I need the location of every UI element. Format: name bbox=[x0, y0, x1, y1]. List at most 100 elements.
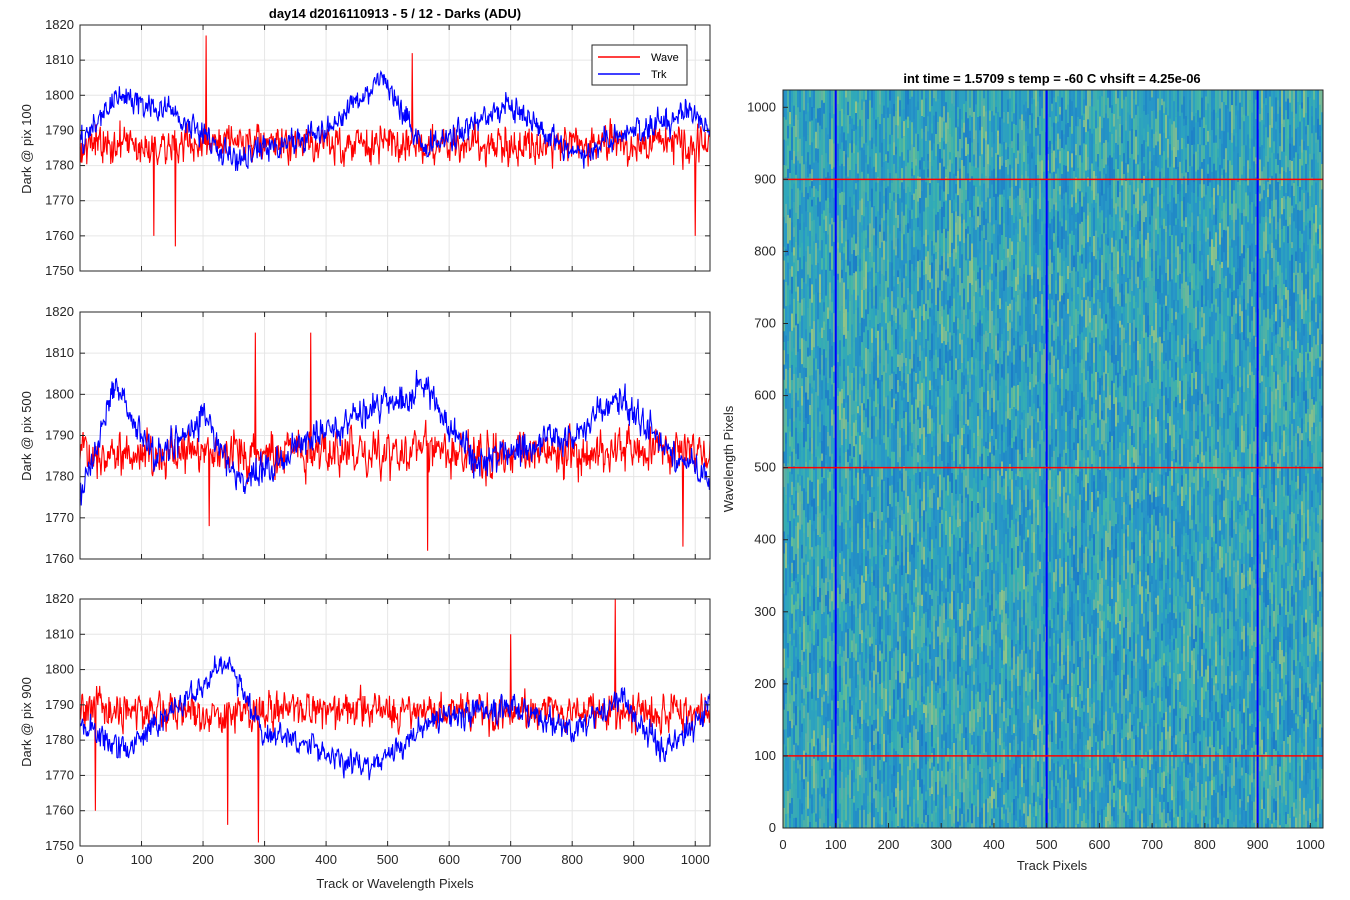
heatmap-cell bbox=[789, 173, 791, 181]
heatmap-cell bbox=[867, 681, 869, 693]
heatmap-cell bbox=[791, 679, 793, 696]
heatmap-cell bbox=[903, 341, 905, 363]
heatmap-cell bbox=[973, 815, 975, 828]
heatmap-cell bbox=[997, 762, 999, 784]
heatmap-cell bbox=[909, 532, 911, 562]
heatmap-cell bbox=[893, 556, 895, 584]
heatmap-cell bbox=[913, 254, 915, 272]
heatmap-cell bbox=[931, 605, 933, 632]
heatmap-cell bbox=[935, 657, 937, 683]
heatmap-cell bbox=[935, 445, 937, 468]
heatmap-cell bbox=[977, 513, 979, 531]
heatmap-cell bbox=[993, 308, 995, 326]
heatmap-cell bbox=[949, 806, 951, 815]
heatmap-cell bbox=[967, 302, 969, 320]
heatmap-cell bbox=[961, 495, 963, 504]
heatmap-cell bbox=[855, 113, 857, 130]
heatmap-cell bbox=[957, 512, 959, 528]
heatmap-cell bbox=[789, 703, 791, 721]
heatmap-cell bbox=[1009, 322, 1011, 330]
heatmap-cell bbox=[961, 427, 963, 446]
heatmap-cell bbox=[921, 824, 923, 828]
heatmap-cell bbox=[899, 515, 901, 537]
heatmap-cell bbox=[933, 422, 935, 437]
heatmap-cell bbox=[933, 447, 935, 456]
heatmap-cell bbox=[807, 691, 809, 699]
heatmap-cell bbox=[845, 338, 847, 367]
heatmap-cell bbox=[889, 375, 891, 392]
heatmap-cell bbox=[783, 308, 785, 332]
heatmap-cell bbox=[901, 152, 903, 169]
heatmap-cell bbox=[865, 99, 867, 123]
heatmap-cell bbox=[845, 97, 847, 127]
heatmap-cell bbox=[813, 456, 815, 464]
heatmap-cell bbox=[817, 817, 819, 828]
heatmap-cell bbox=[859, 90, 861, 120]
heatmap-cell bbox=[893, 765, 895, 777]
heatmap-cell bbox=[941, 777, 943, 788]
heatmap-cell bbox=[965, 260, 967, 288]
heatmap-cell bbox=[957, 620, 959, 646]
heatmap-cell bbox=[951, 459, 953, 474]
heatmap-cell bbox=[919, 130, 921, 142]
heatmap-cell bbox=[891, 356, 893, 374]
heatmap-cell bbox=[1011, 470, 1013, 480]
heatmap-cell bbox=[849, 470, 851, 487]
heatmap-cell bbox=[849, 462, 851, 471]
heatmap-cell bbox=[801, 504, 803, 525]
heatmap-cell bbox=[897, 270, 899, 278]
heatmap-cell bbox=[991, 243, 993, 255]
heatmap-cell bbox=[791, 380, 793, 390]
heatmap-cell bbox=[977, 675, 979, 692]
heatmap-cell bbox=[855, 129, 857, 146]
heatmap-cell bbox=[811, 284, 813, 303]
heatmap-cell bbox=[973, 709, 975, 732]
heatmap-cell bbox=[815, 457, 817, 481]
heatmap-cell bbox=[883, 162, 885, 181]
heatmap-cell bbox=[851, 180, 853, 208]
heatmap-cell bbox=[841, 522, 843, 552]
heatmap-cell bbox=[833, 488, 835, 503]
heatmap-cell bbox=[823, 102, 825, 114]
heatmap-cell bbox=[833, 365, 835, 372]
heatmap-cell bbox=[819, 442, 821, 459]
heatmap-cell bbox=[993, 690, 995, 712]
heatmap-cell bbox=[995, 439, 997, 451]
heatmap-cell bbox=[823, 778, 825, 799]
heatmap-cell bbox=[861, 360, 863, 371]
heatmap-cell bbox=[941, 385, 943, 415]
heatmap-cell bbox=[863, 512, 865, 519]
heatmap-cell bbox=[819, 602, 821, 630]
heatmap-cell bbox=[811, 409, 813, 438]
heatmap-cell bbox=[871, 612, 873, 637]
heatmap-cell bbox=[789, 680, 791, 692]
heatmap-cell bbox=[913, 580, 915, 603]
heatmap-cell bbox=[927, 713, 929, 723]
heatmap-cell bbox=[839, 430, 841, 448]
heatmap-cell bbox=[871, 643, 873, 655]
heatmap-cell bbox=[1007, 123, 1009, 148]
heatmap-cell bbox=[797, 574, 799, 583]
heatmap-cell bbox=[881, 467, 883, 480]
heatmap-cell bbox=[939, 323, 941, 335]
heatmap-cell bbox=[993, 390, 995, 413]
heatmap-cell bbox=[857, 295, 859, 308]
heatmap-cell bbox=[999, 745, 1001, 755]
heatmap-cell bbox=[783, 709, 785, 730]
heatmap-cell bbox=[987, 144, 989, 165]
heatmap-cell bbox=[851, 640, 853, 653]
heatmap-cell bbox=[927, 547, 929, 558]
heatmap-cell bbox=[837, 462, 839, 479]
heatmap-cell bbox=[959, 556, 961, 584]
heatmap-cell bbox=[865, 192, 867, 207]
heatmap-cell bbox=[861, 109, 863, 126]
heatmap-cell bbox=[935, 547, 937, 566]
heatmap-cell bbox=[953, 248, 955, 267]
heatmap-cell bbox=[819, 225, 821, 251]
heatmap-cell bbox=[939, 675, 941, 689]
heatmap-cell bbox=[973, 195, 975, 216]
heatmap-cell bbox=[811, 206, 813, 214]
heatmap-cell bbox=[999, 454, 1001, 464]
heatmap-cell bbox=[985, 371, 987, 384]
heatmap-cell bbox=[869, 90, 871, 101]
